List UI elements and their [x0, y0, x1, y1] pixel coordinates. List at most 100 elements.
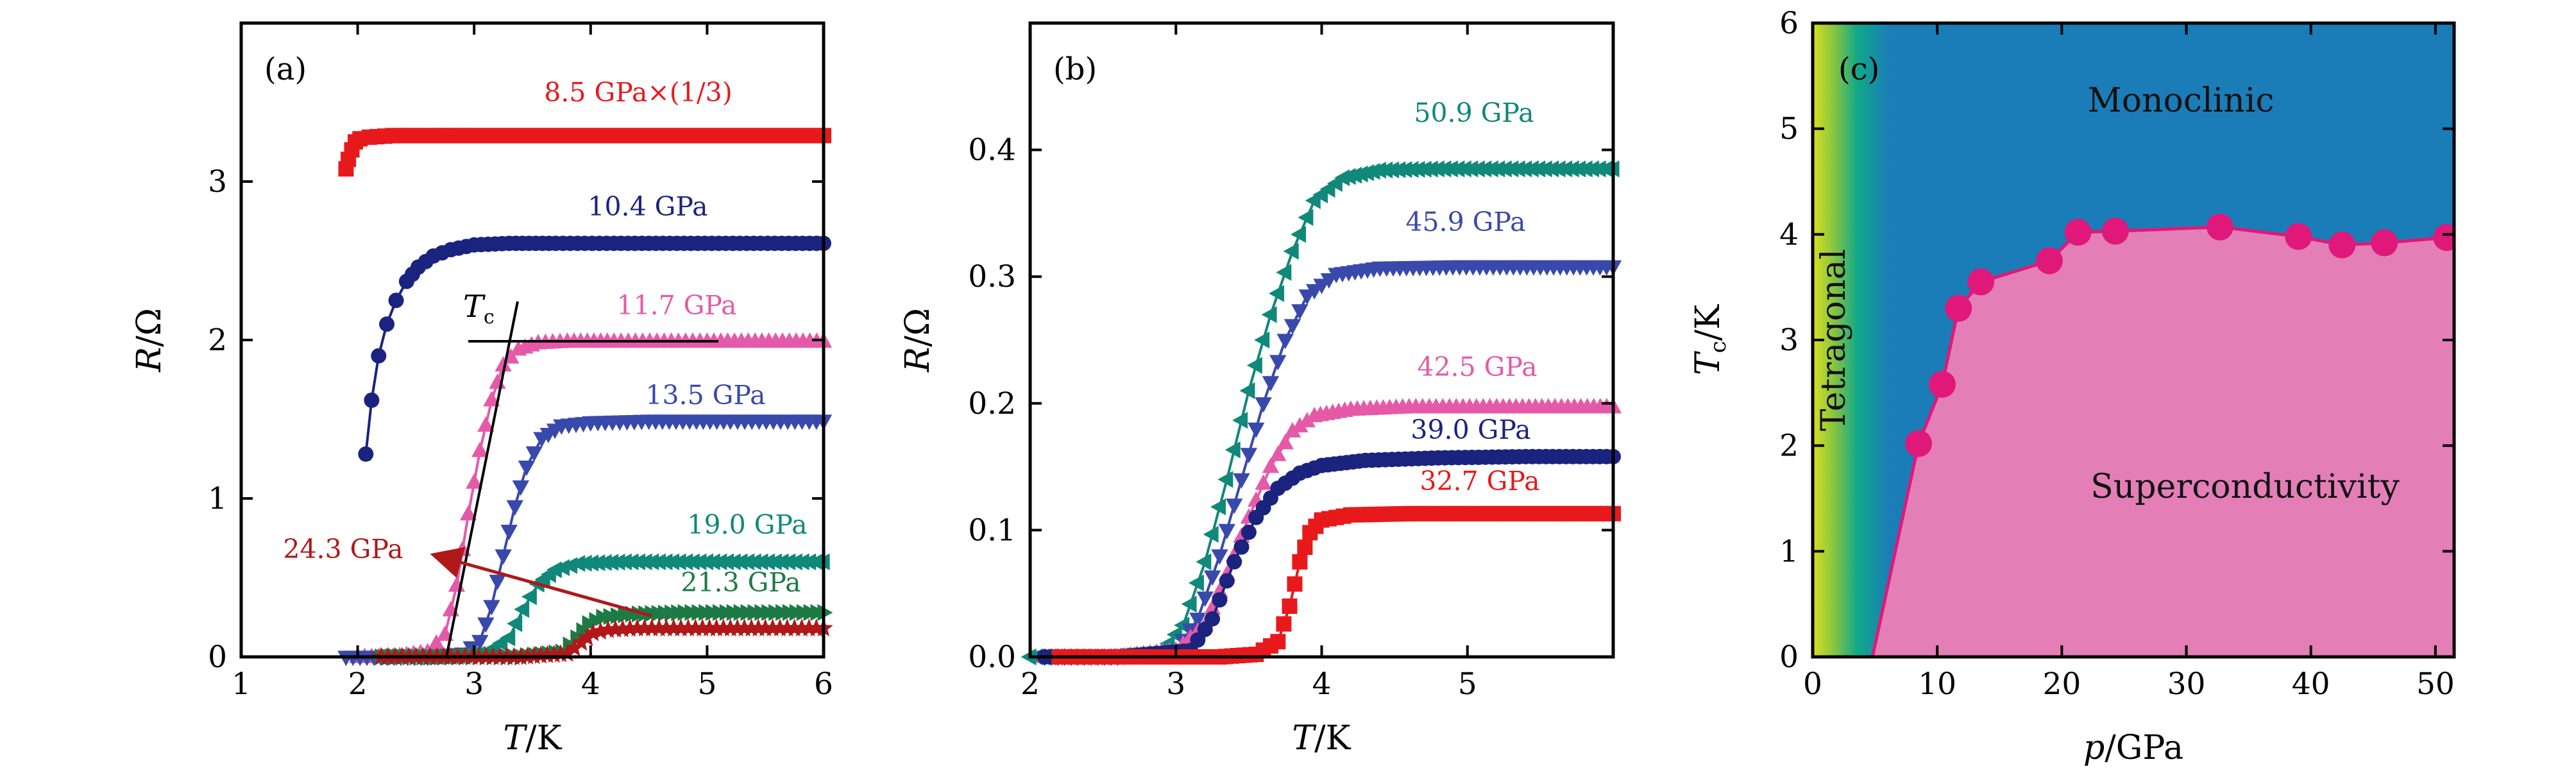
tc-point — [1945, 294, 1972, 322]
panel-b-ytick-label: 0.0 — [968, 640, 1016, 675]
panel-c-label: (c) — [1838, 51, 1879, 87]
series-marker — [562, 557, 578, 574]
panel-b-series — [1021, 160, 1622, 667]
series-marker — [693, 618, 712, 637]
series-marker — [591, 621, 611, 640]
series-marker — [1276, 434, 1294, 450]
series-marker — [471, 441, 489, 457]
series-marker — [477, 617, 495, 633]
series-marker — [1262, 376, 1280, 392]
tc-point — [2035, 247, 2063, 275]
series-label: 32.7 GPa — [1419, 466, 1539, 497]
series-marker — [1196, 553, 1212, 570]
series-marker — [700, 618, 719, 637]
tc-point — [2328, 231, 2356, 259]
series-marker — [598, 620, 618, 638]
panel-b-ylabel: R/Ω — [899, 308, 937, 373]
series-marker — [1203, 570, 1221, 586]
tc-point — [2433, 224, 2454, 251]
panel-c-ticks: 0 10 20 30 40 50 0 1 2 3 4 5 6 — [1779, 6, 2455, 702]
tc-construction-lines: Tc — [445, 289, 718, 658]
series-marker — [1270, 634, 1286, 650]
series-label: 11.7 GPa — [616, 290, 736, 321]
panel-b-ytick-label: 0.1 — [968, 513, 1016, 548]
series-marker — [1241, 524, 1257, 540]
series-label: 45.9 GPa — [1405, 207, 1525, 237]
tc-point — [2064, 219, 2092, 246]
series-marker — [1233, 473, 1250, 489]
series-marker — [1283, 242, 1299, 260]
series-marker — [1217, 471, 1233, 488]
series-label: 50.9 GPa — [1414, 98, 1534, 128]
series-marker — [531, 645, 550, 664]
series-marker — [557, 643, 577, 662]
panel-a-ylabel: R/Ω — [130, 308, 169, 373]
panel-b-xtick-label: 3 — [1166, 667, 1185, 702]
tc-point — [2371, 229, 2398, 257]
series-marker — [1224, 441, 1241, 459]
series-marker — [741, 618, 761, 637]
panel-b-xlabel: T/K — [1292, 719, 1351, 758]
series-marker — [1276, 264, 1292, 281]
tc-point — [1967, 268, 1995, 296]
series-marker — [792, 618, 811, 637]
series-marker — [1189, 613, 1207, 629]
tc-annotation: Tc — [463, 289, 495, 328]
panel-b-series-labels: 50.9 GPa 45.9 GPa 42.5 GPa 39.0 GPa 32.7 GPa — [1405, 98, 1539, 497]
series-marker — [1291, 226, 1307, 243]
series-marker — [784, 618, 804, 637]
series-marker — [777, 618, 797, 637]
series-marker — [427, 634, 445, 650]
panel-c-xtick-label: 20 — [2042, 667, 2081, 702]
series-marker — [727, 618, 747, 637]
panel-c-ylabel: Tc/K — [1689, 304, 1731, 375]
series-line — [1059, 512, 1613, 658]
series-marker — [521, 588, 537, 606]
phase-transition-band — [1858, 23, 1890, 657]
series-marker — [1188, 574, 1204, 591]
series-marker — [1291, 416, 1309, 432]
series-marker — [763, 618, 783, 637]
series-marker — [1268, 285, 1284, 302]
panel-b-xtick-label: 5 — [1458, 667, 1477, 702]
series-marker — [1284, 319, 1301, 335]
series-marker — [564, 638, 584, 657]
series-marker — [686, 618, 706, 637]
series-marker — [1262, 457, 1280, 473]
panel-c-ytick-label: 5 — [1779, 112, 1799, 147]
panel-a-xtick-label: 2 — [348, 667, 368, 702]
tc-point — [1905, 430, 1933, 457]
series-marker — [1181, 595, 1197, 613]
series-label: 19.0 GPa — [687, 509, 807, 540]
panel-b: 2 3 4 5 0.0 0.1 0.2 0.3 0.4 (b) T/K R/Ω 50.9 GPa… — [899, 21, 1622, 758]
panel-a-xtick-label: 6 — [814, 667, 833, 702]
series-marker — [507, 615, 523, 633]
series-marker — [1218, 523, 1235, 539]
series-marker — [525, 446, 543, 462]
series-marker — [799, 618, 819, 637]
series-marker — [546, 561, 562, 579]
panel-c: 0 10 20 30 40 50 0 1 2 3 4 5 6 (c) Monoclinic Tetrag… — [1689, 6, 2456, 767]
series-marker — [495, 356, 512, 372]
series-marker — [1292, 554, 1308, 570]
series-marker — [364, 392, 380, 408]
series-label: 10.4 GPa — [588, 191, 708, 222]
series-marker — [1196, 591, 1214, 607]
series-marker — [1232, 411, 1248, 429]
series-marker — [713, 618, 733, 637]
tc-point — [2285, 223, 2312, 250]
series-marker — [1212, 592, 1228, 608]
tetragonal-label: Tetragonal — [1815, 249, 1853, 431]
tc-points — [1905, 213, 2454, 457]
panel-c-xtick-label: 10 — [1918, 667, 1956, 702]
series-marker — [1255, 397, 1272, 413]
panel-a-ytick-label: 2 — [208, 323, 227, 358]
series-marker — [1269, 355, 1287, 371]
series-marker — [495, 549, 512, 565]
series-marker — [613, 619, 632, 638]
panel-c-ytick-label: 2 — [1779, 429, 1799, 464]
panel-b-xtick-label: 4 — [1312, 667, 1332, 702]
series-marker — [756, 618, 775, 637]
series-marker — [1284, 421, 1301, 437]
